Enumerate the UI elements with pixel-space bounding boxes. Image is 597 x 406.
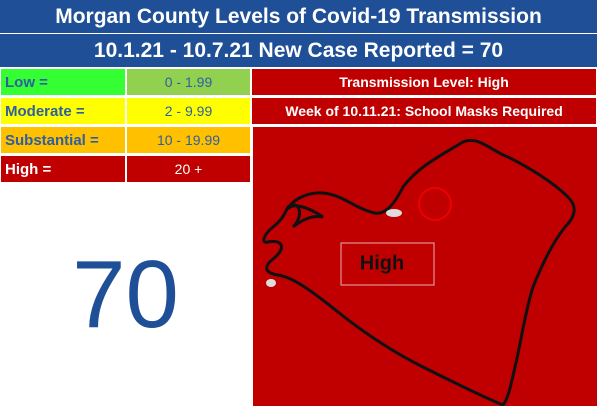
level-range: 20 + [126, 155, 251, 183]
map-background [253, 127, 597, 406]
lake [266, 279, 276, 287]
title: Morgan County Levels of Covid-19 Transmi… [0, 0, 597, 34]
case-count: 70 [72, 241, 179, 348]
level-range: 0 - 1.99 [126, 68, 251, 96]
level-range: 10 - 19.99 [126, 126, 251, 154]
county-outline [262, 138, 576, 406]
lake [386, 209, 402, 217]
label-box [340, 242, 435, 286]
level-label: Substantial = [0, 126, 126, 154]
map-label: High [360, 252, 404, 274]
school-note: Week of 10.11.21: School Masks Required [251, 97, 597, 125]
highlight-circle [418, 187, 452, 221]
transmission-level: Transmission Level: High [251, 68, 597, 96]
level-label: Low = [0, 68, 126, 96]
level-range: 2 - 9.99 [126, 97, 251, 125]
subtitle: 10.1.21 - 10.7.21 New Case Reported = 70 [0, 34, 597, 68]
county-map: High [253, 127, 597, 406]
level-label: Moderate = [0, 97, 126, 125]
level-label: High = [0, 155, 126, 183]
